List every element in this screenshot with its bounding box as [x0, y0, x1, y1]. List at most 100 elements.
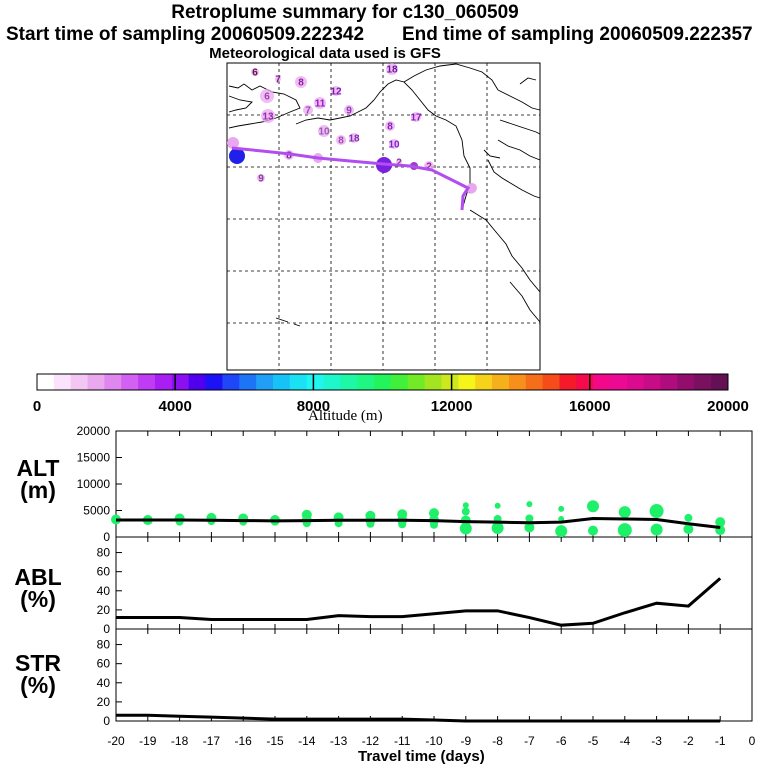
y-tick-label: 10000 — [77, 477, 111, 491]
map-marker-label: 9 — [346, 106, 352, 117]
x-tick-label: -5 — [588, 734, 599, 748]
abl-ylabel-top: ABL — [14, 564, 62, 590]
y-tick-label: 0 — [103, 622, 110, 636]
x-tick-label: -6 — [556, 734, 567, 748]
y-tick-label: 60 — [97, 657, 111, 671]
colorbar-swatch — [70, 374, 89, 390]
map-marker-label: 13 — [262, 112, 274, 123]
y-tick-label: 40 — [97, 676, 111, 690]
map-marker-dot — [260, 89, 274, 103]
colorbar-swatch — [37, 374, 55, 390]
colorbar-swatch — [694, 374, 712, 390]
colorbar-swatch — [323, 374, 341, 390]
map-marker-dot — [229, 148, 245, 164]
x-tick-label: -20 — [107, 734, 125, 748]
alt-scatter-point — [526, 501, 533, 508]
map-marker-dot — [467, 183, 477, 193]
colorbar-swatch — [407, 374, 426, 390]
colorbar-swatch — [542, 374, 560, 390]
alt-scatter-point — [398, 520, 407, 529]
y-tick-label: 80 — [97, 638, 111, 652]
alt-scatter-point — [558, 505, 565, 512]
x-tick-label: -7 — [524, 734, 535, 748]
x-tick-label: -4 — [619, 734, 630, 748]
map-marker-dot — [396, 159, 402, 165]
map-grid — [227, 63, 540, 370]
colorbar-swatch — [357, 374, 375, 390]
abl-ylabel: ABL (%) — [8, 564, 68, 612]
alt-ylabel-top: ALT — [16, 455, 60, 481]
map-marker-dot — [349, 133, 359, 143]
colorbar-swatch — [374, 374, 392, 390]
colorbar-tick-label: 20000 — [707, 398, 749, 415]
alt-scatter-point — [588, 525, 598, 536]
str-ylabel: STR (%) — [8, 650, 68, 697]
colorbar-swatch — [458, 374, 476, 390]
alt-scatter-point — [430, 520, 438, 529]
colorbar-swatch — [424, 374, 442, 390]
colorbar-swatch — [239, 374, 257, 390]
end-time: End time of sampling 20060509.222357 — [402, 24, 753, 45]
x-tick-label: -17 — [203, 734, 221, 748]
colorbar-swatch — [576, 374, 594, 390]
x-tick-label: -2 — [683, 734, 694, 748]
colorbar-label: Altitude (m) — [308, 408, 383, 424]
x-tick-label: -15 — [266, 734, 284, 748]
map-marker-label: 6 — [264, 92, 270, 103]
abl-ylabel-bottom: (%) — [20, 586, 56, 612]
series-line-0 — [116, 516, 721, 529]
map: 67861112791310818810171892128 — [226, 62, 541, 371]
colorbar-tick-label: 12000 — [431, 398, 473, 415]
str-frame — [115, 628, 753, 722]
colorbar: 0 4000 8000 12000 16000 20000 — [33, 373, 749, 415]
alt-scatter-point — [649, 504, 664, 519]
x-tick-label: -19 — [139, 734, 157, 748]
map-marker-label: 8 — [298, 78, 304, 89]
y-tick-label: 20000 — [77, 424, 111, 438]
map-marker-label: 2 — [426, 162, 432, 173]
map-marker-label: 2 — [396, 158, 402, 169]
alt-scatter-point — [461, 507, 470, 516]
map-marker-label: 8 — [387, 122, 393, 133]
y-tick-label: 0 — [103, 714, 110, 728]
alt-scatter-point — [494, 502, 501, 509]
colorbar-swatch — [508, 374, 527, 390]
map-marker-dot — [227, 137, 239, 149]
colorbar-swatch — [593, 374, 611, 390]
x-tick-label: -10 — [425, 734, 443, 748]
map-marker-dot — [385, 121, 395, 131]
colorbar-swatch — [660, 374, 678, 390]
colorbar-swatch — [87, 374, 105, 390]
colorbar-swatch — [222, 374, 240, 390]
x-tick-label: -14 — [298, 734, 316, 748]
map-marker-label: 17 — [410, 113, 422, 124]
chart-title: Retroplume summary for c130_060509 — [171, 2, 519, 23]
y-tick-label: 15000 — [77, 451, 111, 465]
alt-scatter-point — [650, 523, 663, 536]
series-line-1 — [116, 577, 722, 627]
colorbar-swatch — [390, 374, 409, 390]
colorbar-tick-label: 8000 — [297, 398, 330, 415]
map-marker-label: 10 — [388, 140, 400, 151]
x-tick-label: -18 — [171, 734, 189, 748]
str-ylabel-top: STR — [15, 650, 61, 676]
colorbar-swatch — [205, 374, 223, 390]
map-marker-dot — [336, 135, 346, 145]
map-marker-label: 6 — [252, 68, 258, 79]
map-marker-dot — [386, 63, 398, 75]
y-tick-label: 80 — [97, 546, 111, 560]
alt-scatter-point — [618, 506, 631, 519]
alt-scatter-point — [683, 524, 694, 535]
map-marker-label: 8 — [338, 136, 344, 147]
x-axis-label: Travel time (days) — [358, 748, 485, 765]
colorbar-swatch — [677, 374, 695, 390]
alt-scatter-point — [491, 521, 504, 534]
colorbar-swatch — [272, 374, 291, 390]
coastlines — [228, 63, 541, 327]
map-marker-dot — [257, 174, 265, 182]
y-tick-label: 5000 — [83, 504, 110, 518]
map-marker-label: 9 — [258, 174, 264, 185]
colorbar-frame — [36, 373, 729, 391]
map-marker-label: 7 — [305, 106, 311, 117]
colorbar-swatch — [289, 374, 308, 390]
